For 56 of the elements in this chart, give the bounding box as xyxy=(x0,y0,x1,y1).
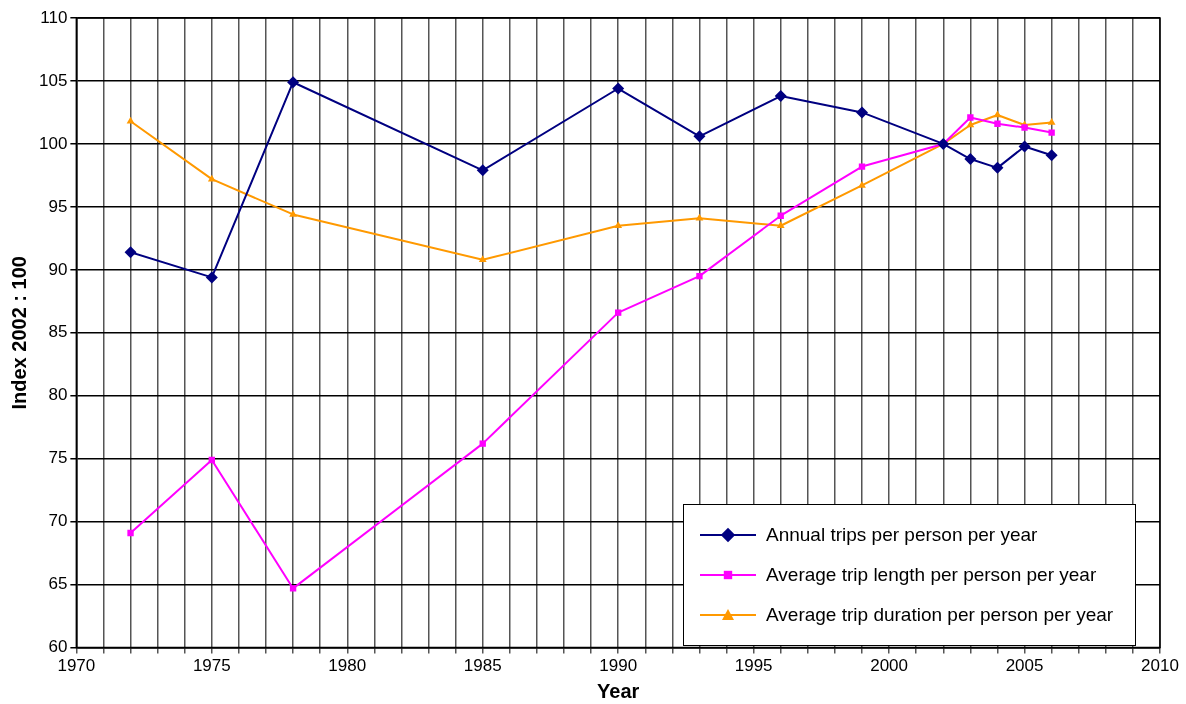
x-tick-label: 2000 xyxy=(870,656,909,676)
x-tick-label: 1985 xyxy=(463,656,502,676)
point xyxy=(967,114,974,121)
y-axis-title: Index 2002 : 100 xyxy=(7,256,30,410)
point xyxy=(693,130,706,143)
point xyxy=(858,180,866,188)
point xyxy=(612,82,625,95)
y-tick-label: 85 xyxy=(48,322,68,342)
point xyxy=(856,106,868,119)
x-tick-label: 1980 xyxy=(328,656,367,676)
point xyxy=(476,164,489,177)
legend-label: Annual trips per person per year xyxy=(766,523,1038,546)
point xyxy=(126,116,135,124)
point xyxy=(479,440,486,447)
point xyxy=(1021,124,1028,131)
y-tick-label: 90 xyxy=(48,259,68,279)
y-tick-label: 75 xyxy=(48,448,68,468)
y-tick-label: 60 xyxy=(48,637,68,657)
x-tick-label: 2005 xyxy=(1005,656,1044,676)
y-tick-label: 95 xyxy=(48,196,68,216)
x-tick-label: 1995 xyxy=(734,656,773,676)
point xyxy=(964,153,977,166)
point xyxy=(615,309,622,316)
point xyxy=(696,272,703,280)
point xyxy=(614,221,623,229)
point xyxy=(993,110,1002,118)
point xyxy=(289,209,297,217)
point xyxy=(289,585,297,592)
x-tick-label: 1970 xyxy=(57,656,96,676)
y-tick-label: 110 xyxy=(40,7,68,27)
point xyxy=(478,255,487,263)
point xyxy=(1048,129,1055,136)
point xyxy=(991,161,1004,174)
point xyxy=(1045,149,1058,162)
point xyxy=(205,271,218,284)
y-tick-label: 100 xyxy=(38,133,68,153)
point xyxy=(994,120,1001,127)
point xyxy=(1047,118,1056,125)
legend-label: Average trip length per person per year xyxy=(766,563,1097,586)
y-tick-label: 70 xyxy=(48,511,68,531)
point xyxy=(127,529,134,537)
x-axis-title: Year xyxy=(597,679,640,702)
y-tick-label: 105 xyxy=(38,70,68,90)
point xyxy=(287,76,300,89)
point xyxy=(124,246,137,259)
point xyxy=(776,221,785,229)
x-tick-label: 1975 xyxy=(192,656,231,676)
point xyxy=(858,163,866,170)
point xyxy=(966,120,975,128)
x-tick-label: 1990 xyxy=(599,656,638,676)
y-tick-label: 65 xyxy=(48,574,68,594)
point xyxy=(1018,140,1031,153)
point xyxy=(774,90,787,103)
y-tick-label: 80 xyxy=(48,385,68,405)
legend-label: Average trip duration per person per year xyxy=(766,603,1114,626)
x-tick-label: 2010 xyxy=(1141,656,1179,676)
